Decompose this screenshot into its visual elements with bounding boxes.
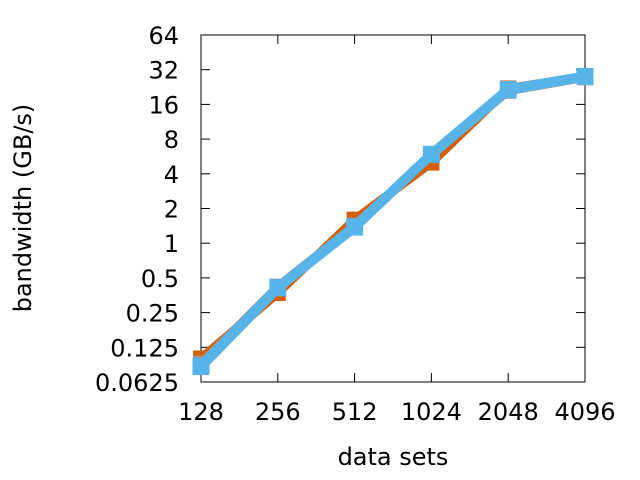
x-tick-label: 1024 [401,398,462,426]
x-tick-label: 4096 [554,398,615,426]
y-tick-label: 1 [164,230,179,258]
y-tick-label: 0.125 [110,334,179,362]
y-tick-label: 16 [148,91,179,119]
series-point [576,67,594,85]
series-point [422,145,440,163]
series-line [197,71,586,371]
y-tick-label: 0.0625 [95,369,179,397]
series-point [346,218,364,236]
x-axis: 128 256 512 1024 2048 4096 [178,35,616,426]
series-point [499,81,517,99]
y-tick-label: 4 [164,161,179,189]
x-tick-label: 128 [178,398,224,426]
y-tick-label: 2 [164,196,179,224]
x-tick-label: 2048 [478,398,539,426]
series-layer [192,67,594,376]
y-axis-label: bandwidth (GB/s) [9,104,37,313]
y-axis: 0.0625 0.125 0.25 0.5 1 2 4 8 16 32 64 [95,22,585,397]
x-tick-label: 256 [255,398,301,426]
y-tick-label: 0.25 [126,300,179,328]
series-line [197,72,586,367]
x-axis-label: data sets [338,443,449,471]
x-tick-label: 512 [332,398,378,426]
y-tick-label: 0.5 [141,265,179,293]
series-line [198,71,586,362]
y-tick-label: 8 [164,126,179,154]
y-tick-label: 64 [148,22,179,50]
series-point [192,358,210,376]
series-point [269,279,287,297]
y-tick-label: 32 [148,57,179,85]
